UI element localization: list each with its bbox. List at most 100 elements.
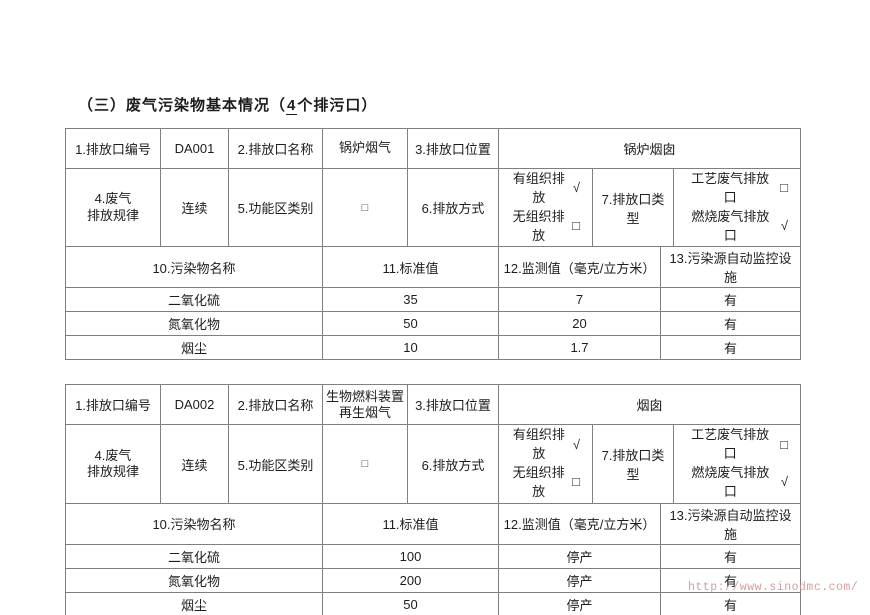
check-icon: √ bbox=[780, 218, 788, 234]
option-process-outlet: 工艺废气排放口 □ bbox=[677, 170, 797, 208]
cell-auto-monitor: 有 bbox=[660, 287, 801, 313]
title-suffix: 个排污口） bbox=[297, 97, 378, 114]
page-title: （三）废气污染物基本情况（4个排污口） bbox=[78, 94, 377, 115]
label-outlet-no: 1.排放口编号 bbox=[65, 128, 161, 169]
table-row: 1.排放口编号 DA001 2.排放口名称 锅炉烟气 3.排放口位置 锅炉烟囱 bbox=[65, 128, 801, 169]
table-row: 烟尘 10 1.7 有 bbox=[65, 335, 801, 361]
outlet2-pollutant-table: 10.污染物名称 11.标准值 12.监测值（毫克/立方米） 13.污染源自动监… bbox=[65, 502, 801, 615]
cell-auto-monitor: 有 bbox=[660, 543, 801, 569]
col-header-standard: 11.标准值 bbox=[322, 246, 499, 289]
organized-label: 有组织排放 bbox=[512, 427, 565, 462]
label-outlet-name: 2.排放口名称 bbox=[228, 128, 323, 169]
cell-standard: 10 bbox=[322, 335, 499, 361]
outlet1-info-table: 1.排放口编号 DA001 2.排放口名称 锅炉烟气 3.排放口位置 锅炉烟囱 … bbox=[65, 128, 801, 248]
option-combustion-outlet: 燃烧废气排放口 √ bbox=[677, 208, 797, 246]
value-outlet-no: DA001 bbox=[160, 128, 229, 169]
col-header-pollutant: 10.污染物名称 bbox=[65, 502, 323, 545]
table-row: 4.废气 排放规律 连续 5.功能区类别 □ 6.排放方式 有组织排放 √ 无组织… bbox=[65, 167, 801, 248]
label-outlet-type: 7.排放口类型 bbox=[592, 424, 674, 504]
cell-monitored: 20 bbox=[498, 311, 661, 337]
cell-standard: 200 bbox=[322, 567, 499, 593]
label-emission-method: 6.排放方式 bbox=[407, 424, 499, 504]
title-prefix: （三）废气污染物基本情况（ bbox=[78, 97, 287, 114]
value-outlet-type: 工艺废气排放口 □ 燃烧废气排放口 √ bbox=[673, 167, 801, 248]
outlet-name-line1: 锅炉烟气 bbox=[338, 140, 391, 156]
cell-pollutant: 氮氧化物 bbox=[65, 567, 323, 593]
table-row: 烟尘 50 停产 有 bbox=[65, 591, 801, 615]
combustion-outlet-label: 燃烧废气排放口 bbox=[691, 465, 770, 499]
check-icon: √ bbox=[572, 436, 580, 452]
cell-monitored: 停产 bbox=[498, 567, 661, 593]
cell-monitored: 7 bbox=[498, 287, 661, 313]
cell-monitored: 1.7 bbox=[498, 335, 661, 361]
emission-pattern-label-line1: 4.废气 bbox=[94, 447, 132, 463]
cell-auto-monitor: 有 bbox=[660, 311, 801, 337]
outlet2-info-table: 1.排放口编号 DA002 2.排放口名称 生物燃料装置 再生烟气 3.排放口位… bbox=[65, 384, 802, 504]
value-emission-pattern: 连续 bbox=[160, 424, 229, 504]
cell-pollutant: 烟尘 bbox=[65, 591, 323, 615]
watermark-url: http://www.sinodmc.com/ bbox=[688, 581, 859, 594]
check-icon: √ bbox=[572, 180, 580, 196]
unorganized-label: 无组织排放 bbox=[512, 208, 565, 243]
checkbox-icon: □ bbox=[780, 180, 788, 196]
outlet-name-line2: 再生烟气 bbox=[338, 404, 391, 420]
option-unorganized: 无组织排放 □ bbox=[502, 464, 589, 502]
col-header-monitored: 12.监测值（毫克/立方米） bbox=[498, 246, 661, 289]
title-outlet-count: 4 bbox=[286, 97, 298, 115]
organized-label: 有组织排放 bbox=[512, 171, 565, 205]
emission-pattern-label-line2: 排放规律 bbox=[86, 464, 139, 480]
label-outlet-type: 7.排放口类型 bbox=[592, 167, 674, 248]
value-emission-pattern: 连续 bbox=[160, 167, 229, 248]
label-outlet-location: 3.排放口位置 bbox=[407, 128, 499, 169]
outlet1-pollutant-table: 10.污染物名称 11.标准值 12.监测值（毫克/立方米） 13.污染源自动监… bbox=[65, 246, 801, 361]
unorganized-label: 无组织排放 bbox=[512, 465, 565, 499]
value-outlet-location: 烟囱 bbox=[497, 384, 802, 426]
pollutant-header-row: 10.污染物名称 11.标准值 12.监测值（毫克/立方米） 13.污染源自动监… bbox=[65, 246, 801, 289]
process-outlet-label: 工艺废气排放口 bbox=[691, 171, 770, 205]
cell-standard: 50 bbox=[322, 591, 499, 615]
pollutant-header-row: 10.污染物名称 11.标准值 12.监测值（毫克/立方米） 13.污染源自动监… bbox=[65, 502, 801, 545]
cell-monitored: 停产 bbox=[498, 543, 661, 569]
table-row: 4.废气 排放规律 连续 5.功能区类别 □ 6.排放方式 有组织排放 √ 无组织… bbox=[65, 424, 802, 504]
cell-standard: 50 bbox=[322, 311, 499, 337]
value-zone-type: □ bbox=[322, 424, 408, 504]
checkbox-icon: □ bbox=[780, 436, 789, 452]
col-header-pollutant: 10.污染物名称 bbox=[65, 246, 323, 289]
checkbox-icon: □ bbox=[572, 474, 580, 490]
cell-pollutant: 烟尘 bbox=[65, 335, 323, 361]
cell-standard: 35 bbox=[322, 287, 499, 313]
table-row: 二氧化硫 100 停产 有 bbox=[65, 543, 801, 569]
label-zone-type: 5.功能区类别 bbox=[228, 167, 323, 248]
value-outlet-no: DA002 bbox=[160, 384, 229, 426]
label-zone-type: 5.功能区类别 bbox=[228, 424, 323, 504]
label-outlet-location: 3.排放口位置 bbox=[407, 384, 499, 426]
cell-auto-monitor: 有 bbox=[660, 567, 801, 593]
table-row: 氮氧化物 50 20 有 bbox=[65, 311, 801, 337]
col-header-auto-monitor: 13.污染源自动监控设施 bbox=[660, 502, 801, 545]
cell-pollutant: 二氧化硫 bbox=[65, 543, 323, 569]
option-process-outlet: 工艺废气排放口 □ bbox=[677, 426, 797, 464]
value-outlet-type: 工艺废气排放口 □ 燃烧废气排放口 √ bbox=[672, 424, 802, 504]
emission-pattern-label-line2: 排放规律 bbox=[86, 207, 139, 223]
value-emission-method: 有组织排放 √ 无组织排放 □ bbox=[498, 167, 593, 248]
emission-pattern-label-line1: 4.废气 bbox=[94, 191, 132, 207]
label-emission-pattern: 4.废气 排放规律 bbox=[65, 167, 161, 248]
value-emission-method: 有组织排放 √ 无组织排放 □ bbox=[498, 424, 593, 504]
col-header-monitored: 12.监测值（毫克/立方米） bbox=[498, 502, 661, 545]
check-icon: √ bbox=[780, 474, 789, 490]
combustion-outlet-label: 燃烧废气排放口 bbox=[691, 208, 770, 243]
cell-auto-monitor: 有 bbox=[660, 591, 801, 615]
value-zone-type: □ bbox=[322, 167, 408, 248]
tables-area: 1.排放口编号 DA001 2.排放口名称 锅炉烟气 3.排放口位置 锅炉烟囱 … bbox=[65, 128, 802, 615]
cell-monitored: 停产 bbox=[498, 591, 661, 615]
label-emission-method: 6.排放方式 bbox=[407, 167, 499, 248]
cell-auto-monitor: 有 bbox=[660, 335, 801, 361]
cell-pollutant: 二氧化硫 bbox=[65, 287, 323, 313]
value-outlet-location: 锅炉烟囱 bbox=[498, 128, 801, 169]
value-outlet-name: 生物燃料装置 再生烟气 bbox=[322, 384, 408, 426]
option-unorganized: 无组织排放 □ bbox=[502, 208, 589, 246]
option-organized: 有组织排放 √ bbox=[502, 426, 589, 464]
outlet-name-line1: 生物燃料装置 bbox=[326, 388, 405, 404]
label-outlet-name: 2.排放口名称 bbox=[228, 384, 323, 426]
